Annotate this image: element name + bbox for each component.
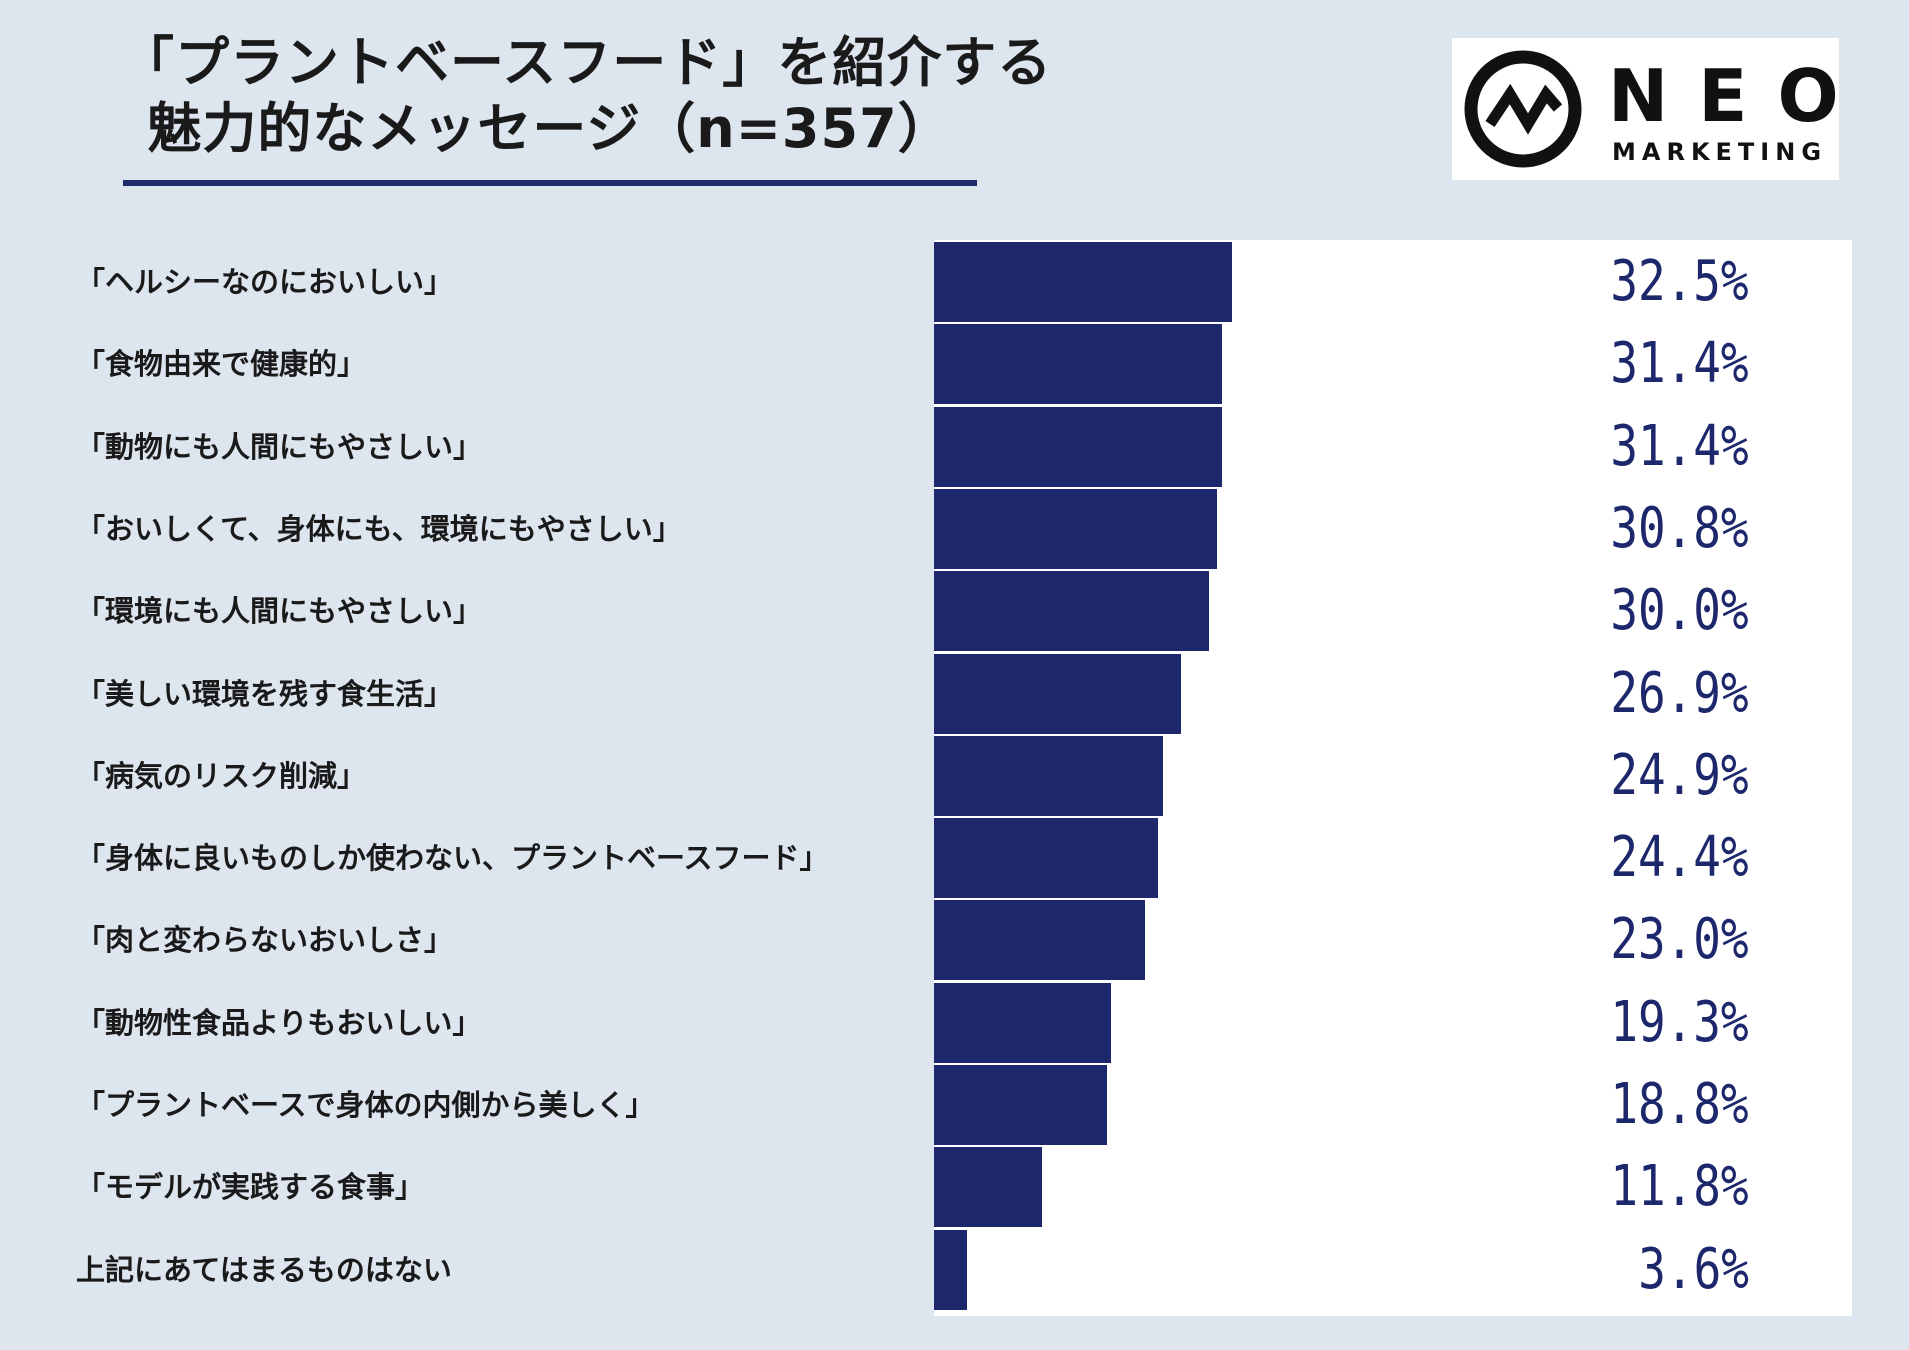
bar xyxy=(934,406,1223,487)
value-label: 24.4% xyxy=(1610,825,1749,891)
category-label: 「プラントベースで身体の内側から美しく」 xyxy=(76,1088,655,1122)
bar xyxy=(934,571,1210,652)
bar xyxy=(934,488,1217,569)
chart-title: 「プラントベースフード」を紹介する 魅力的なメッセージ（n=357） xyxy=(120,30,1053,162)
value-label: 32.5% xyxy=(1610,249,1749,314)
category-label: 「動物にも人間にもやさしい」 xyxy=(76,429,483,464)
category-label: 「美しい環境を残す食生活」 xyxy=(76,676,454,711)
title-underline xyxy=(123,180,977,186)
value-label: 11.8% xyxy=(1610,1154,1749,1220)
bar xyxy=(934,1147,1043,1228)
bar xyxy=(934,982,1112,1063)
category-label: 上記にあてはまるものはない xyxy=(76,1252,452,1287)
bar xyxy=(934,900,1146,981)
value-label: 18.8% xyxy=(1610,1072,1749,1137)
category-label: 「食物由来で健康的」 xyxy=(76,347,367,382)
value-label: 19.3% xyxy=(1610,989,1749,1055)
value-label: 31.4% xyxy=(1610,413,1749,479)
bar xyxy=(934,735,1163,816)
value-label: 30.0% xyxy=(1610,578,1749,644)
neo-marketing-logo-icon xyxy=(1464,50,1582,168)
category-label: 「ヘルシーなのにおいしい」 xyxy=(76,265,454,299)
bar xyxy=(934,1229,968,1310)
category-label: 「肉と変わらないおいしさ」 xyxy=(76,923,454,958)
bar xyxy=(934,818,1158,899)
value-label: 31.4% xyxy=(1610,331,1749,397)
value-label: 30.8% xyxy=(1610,495,1749,561)
category-label: 「病気のリスク削減」 xyxy=(76,758,367,793)
value-label: 23.0% xyxy=(1610,907,1749,973)
category-label: 「環境にも人間にもやさしい」 xyxy=(76,594,483,629)
chart-title-line-1: 「プラントベースフード」を紹介する xyxy=(120,31,1053,94)
value-label: 3.6% xyxy=(1638,1236,1749,1302)
value-label: 24.9% xyxy=(1610,742,1749,808)
bar xyxy=(934,1065,1107,1145)
bar xyxy=(934,653,1181,734)
bar xyxy=(934,242,1233,322)
neo-marketing-logo: NEO MARKETING xyxy=(1452,38,1839,180)
category-label: 「おいしくて、身体にも、環境にもやさしい」 xyxy=(76,511,682,546)
chart-title-line-2: 魅力的なメッセージ（n=357） xyxy=(147,97,953,160)
logo-subtitle: MARKETING xyxy=(1612,138,1828,166)
logo-wordmark: NEO xyxy=(1608,54,1869,138)
value-label: 26.9% xyxy=(1610,660,1749,726)
category-label: 「モデルが実践する食事」 xyxy=(76,1170,425,1205)
category-label: 「動物性食品よりもおいしい」 xyxy=(76,1005,482,1040)
category-label: 「身体に良いものしか使わない、プラントベースフード」 xyxy=(76,841,829,876)
bar xyxy=(934,324,1223,405)
